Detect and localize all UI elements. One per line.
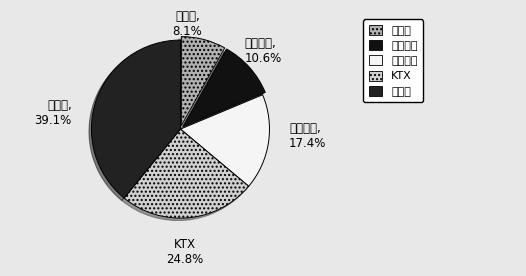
Wedge shape xyxy=(124,129,249,218)
Legend: 승용차, 고속버스, 새마을호, KTX, 항공기: 승용차, 고속버스, 새마을호, KTX, 항공기 xyxy=(363,19,423,102)
Text: 승용차,
8.1%: 승용차, 8.1% xyxy=(173,10,203,38)
Text: KTX
24.8%: KTX 24.8% xyxy=(166,238,204,266)
Text: 항공기,
39.1%: 항공기, 39.1% xyxy=(35,99,72,127)
Wedge shape xyxy=(181,37,225,126)
Wedge shape xyxy=(92,40,180,198)
Wedge shape xyxy=(180,95,269,186)
Text: 새마을호,
17.4%: 새마을호, 17.4% xyxy=(289,122,327,150)
Wedge shape xyxy=(183,49,265,127)
Text: 고속버스,
10.6%: 고속버스, 10.6% xyxy=(245,37,282,65)
